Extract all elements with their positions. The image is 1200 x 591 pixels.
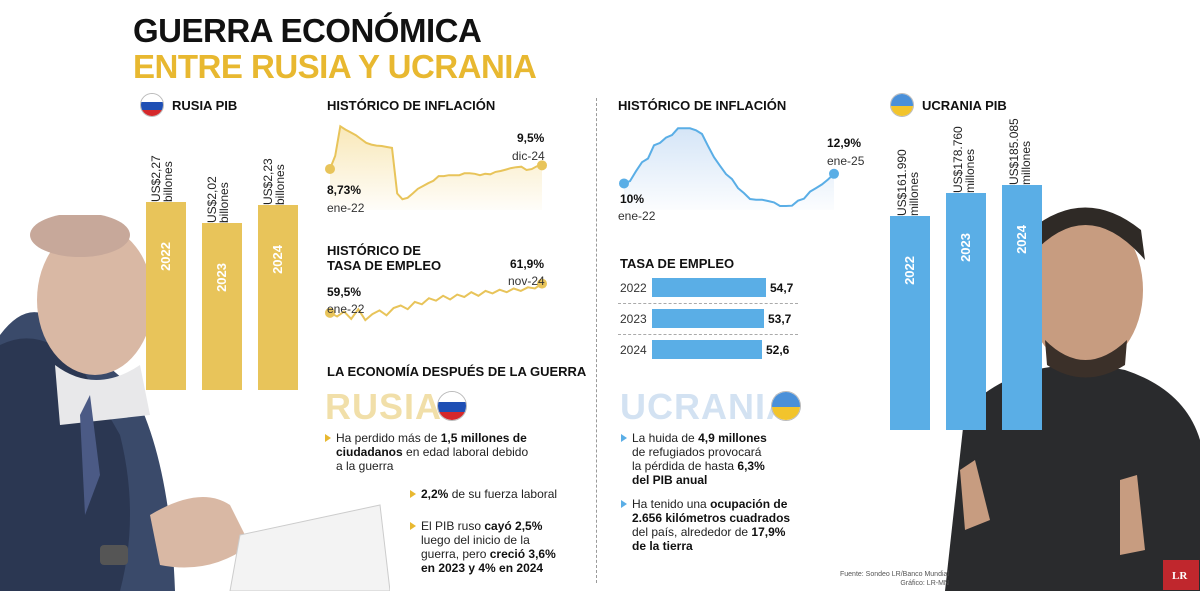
ua-employment-year: 2022	[620, 281, 647, 295]
ua-inflation-end-date: ene-25	[827, 154, 865, 168]
russia-flag-icon	[140, 93, 164, 117]
ua-gdp-bar-value-label: US$161.990 millones	[895, 149, 921, 216]
ua-inflation-start-value: 10%	[620, 192, 645, 206]
ru-gdp-bar-year: 2023	[214, 263, 229, 292]
ua-bullet-1: La huida de 4,9 millones de refugiados p…	[632, 431, 767, 487]
ru-inflation-start-value: 8,73%	[327, 183, 362, 197]
ru-employment-title-2: TASA DE EMPLEO	[327, 258, 442, 273]
area-fill	[624, 128, 834, 210]
ua-gdp-bar-2022	[890, 216, 930, 430]
russia-gdp-label: RUSIA PIB	[172, 98, 238, 113]
ru-inflation-start-date: ene-22	[327, 201, 365, 215]
ua-gdp-bar-2024	[1002, 185, 1042, 430]
ru-gdp-bar-value-label: US$2,02 billones	[205, 176, 231, 223]
ru-employment-chart	[325, 278, 547, 322]
title-line-2: ENTRE RUSIA Y UCRANIA	[133, 48, 537, 85]
ru-inflation-title: HISTÓRICO DE INFLACIÓN	[327, 98, 496, 113]
russia-big-label: RUSIA	[325, 386, 443, 427]
ua-inflation-title: HISTÓRICO DE INFLACIÓN	[618, 98, 787, 113]
bullet-icon	[410, 522, 416, 530]
ukraine-flag-icon-small	[771, 391, 801, 421]
start-point	[619, 178, 629, 189]
ru-gdp-bar-2023	[202, 223, 242, 390]
ua-employment-value: 52,6	[766, 343, 790, 357]
ru-inflation-end-value: 9,5%	[517, 131, 545, 145]
ua-employment-separator	[618, 303, 798, 304]
ua-inflation-start-date: ene-22	[618, 209, 656, 223]
ua-bullet-2: Ha tenido una ocupación de 2.656 kilómet…	[632, 497, 791, 553]
bullet-icon	[621, 434, 627, 442]
ru-employment-start-value: 59,5%	[327, 285, 362, 299]
ru-employment-title-1: HISTÓRICO DE	[327, 243, 421, 258]
ukraine-gdp-label: UCRANIA PIB	[922, 98, 1007, 113]
ru-inflation-chart	[325, 124, 547, 210]
ua-gdp-bar-value-label: US$178.760 millones	[951, 126, 977, 193]
ru-employment-end-date: nov-24	[508, 274, 545, 288]
series-line	[329, 282, 543, 322]
start-point	[325, 163, 335, 174]
ua-employment-year: 2023	[620, 312, 647, 326]
ru-bullet-3: El PIB ruso cayó 2,5% luego del inicio d…	[421, 519, 556, 575]
ru-bullet-2: 2,2% de su fuerza laboral	[421, 487, 558, 501]
end-point	[537, 160, 547, 171]
ua-employment-title: TASA DE EMPLEO	[620, 256, 735, 271]
end-point	[829, 168, 839, 179]
center-divider	[596, 98, 597, 583]
ukraine-flag-icon	[890, 93, 914, 117]
ru-inflation-end-date: dic-24	[512, 149, 545, 163]
series-line	[329, 124, 543, 201]
ua-employment-value: 53,7	[768, 312, 792, 326]
after-war-heading: LA ECONOMÍA DESPUÉS DE LA GUERRA	[327, 364, 587, 379]
ru-bullet-1: Ha perdido más de 1,5 millones de ciudad…	[336, 431, 529, 473]
bullet-icon	[325, 434, 331, 442]
title-line-1: GUERRA ECONÓMICA	[133, 12, 482, 49]
bullet-icon	[621, 500, 627, 508]
ua-gdp-bar-value-label: US$185.085 millones	[1007, 118, 1033, 185]
ukraine-big-label: UCRANIA	[620, 386, 793, 427]
ua-gdp-bar-year: 2024	[1014, 225, 1029, 254]
ua-employment-separator	[618, 334, 798, 335]
ru-employment-start-date: ene-22	[327, 302, 365, 316]
ua-gdp-bar-year: 2022	[902, 256, 917, 285]
ua-employment-bar-2023	[652, 309, 764, 328]
ru-gdp-bar-value-label: US$2,23 billones	[261, 158, 287, 205]
series-line	[623, 127, 835, 207]
ru-gdp-bar-value-label: US$2,27 billones	[149, 155, 175, 202]
lr-logo: LR	[1172, 570, 1188, 582]
ru-employment-end-value: 61,9%	[510, 257, 545, 271]
ua-gdp-bar-2023	[946, 193, 986, 430]
ua-employment-year: 2024	[620, 343, 647, 357]
end-point	[537, 278, 547, 289]
russia-flag-icon-small	[437, 391, 467, 421]
ua-gdp-bar-year: 2023	[958, 233, 973, 262]
bullet-icon	[410, 490, 416, 498]
ru-gdp-bar-year: 2024	[270, 245, 285, 274]
source-note: Fuente: Sondeo LR/Banco Mundial Gráfico:…	[840, 571, 949, 587]
ua-employment-value: 54,7	[770, 281, 794, 295]
ru-gdp-bar-2022	[146, 202, 186, 390]
ua-employment-bar-2024	[652, 340, 762, 359]
ru-gdp-bar-year: 2022	[158, 242, 173, 271]
ua-inflation-end-value: 12,9%	[827, 136, 862, 150]
putin-photo	[0, 215, 390, 591]
ua-employment-bar-2022	[652, 278, 766, 297]
start-point	[325, 307, 335, 318]
ru-gdp-bar-2024	[258, 205, 298, 390]
ua-inflation-chart	[619, 127, 839, 210]
